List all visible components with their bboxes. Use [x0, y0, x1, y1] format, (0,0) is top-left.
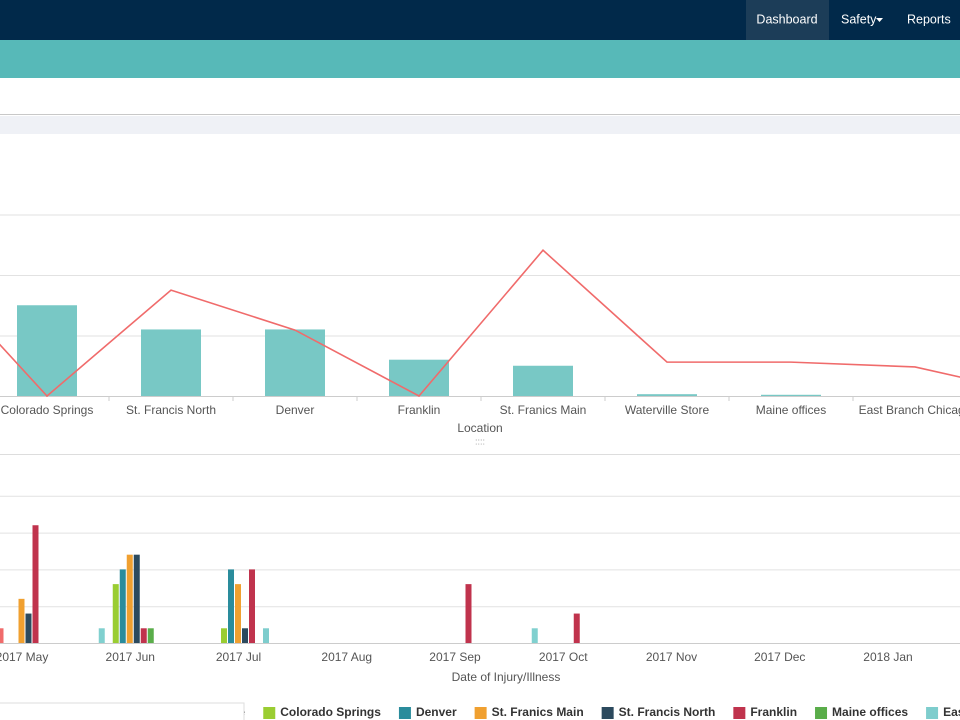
caret	[876, 18, 883, 22]
x-tick-label: 2017 Sep	[429, 650, 481, 664]
legend-label: St. Franics Main	[492, 705, 584, 719]
x-tick-label: East Branch Chicago	[859, 403, 960, 417]
toolbar	[0, 78, 960, 114]
x-tick-label: 2017 Oct	[539, 650, 588, 664]
x-tick-label: Waterville Store	[625, 403, 710, 417]
x-tick-label: 2017 Aug	[321, 650, 372, 664]
legend-label: Maine offices	[832, 705, 908, 719]
bar	[228, 569, 234, 643]
legend-swatch	[601, 707, 614, 719]
bar	[389, 359, 449, 396]
bar	[637, 394, 697, 396]
bar	[25, 613, 32, 643]
bar	[18, 598, 25, 643]
bar	[119, 569, 126, 643]
bar	[761, 394, 821, 396]
legend-swatch	[398, 707, 411, 719]
x-tick-label: 2017 Dec	[754, 650, 805, 664]
x-tick-label: St. Francis North	[126, 403, 216, 417]
x-tick-label: Colorado Springs	[1, 403, 94, 417]
bar	[112, 584, 119, 643]
nav-safety[interactable]: Safety	[841, 12, 877, 26]
bar	[263, 628, 269, 643]
legend-swatch	[263, 707, 276, 719]
x-tick-label: Franklin	[398, 403, 441, 417]
bar	[98, 628, 105, 643]
bar	[221, 628, 227, 643]
x-axis-title: Location	[457, 421, 502, 435]
x-tick-label: 2017 Nov	[646, 650, 697, 664]
legend-label: St. Francis North	[619, 705, 716, 719]
x-tick-label: St. Franics Main	[500, 403, 587, 417]
bar	[147, 628, 154, 643]
teal-bar	[0, 40, 960, 78]
bar	[0, 628, 4, 643]
legend-scroll-box	[0, 702, 245, 720]
x-tick-label: 2017 May	[0, 650, 48, 664]
legend-swatch	[926, 707, 939, 719]
header-strip	[0, 116, 960, 134]
line	[0, 249, 960, 398]
x-tick-label: Maine offices	[756, 403, 826, 417]
legend-label: Franklin	[750, 705, 797, 719]
legend-label: Denver	[416, 705, 457, 719]
date-chart: 2017 May 2017 Jun 2017 Jul 2017 Aug 2017 Sep…	[0, 495, 960, 664]
legend-swatch	[815, 707, 828, 719]
bar	[126, 554, 133, 643]
legend-label: Colorado Springs	[280, 705, 381, 719]
bar	[249, 569, 255, 643]
bar	[465, 584, 472, 643]
bar	[265, 329, 325, 396]
bar	[32, 525, 39, 643]
bar	[133, 554, 140, 643]
x-tick-label: 2017 Jul	[216, 650, 261, 664]
bar	[141, 329, 201, 396]
bar	[242, 628, 248, 643]
bar	[140, 628, 147, 643]
legend-label: East Branch Chicago	[943, 705, 960, 719]
bar	[17, 305, 77, 396]
legend-swatch	[733, 707, 746, 719]
bar	[531, 628, 538, 643]
active-tab	[746, 0, 829, 40]
x-tick-label: 2017 Jun	[106, 650, 155, 664]
nav-dashboard[interactable]: Dashboard	[756, 12, 817, 26]
legend: Waterville StoreColorado SpringsDenverSt…	[0, 702, 960, 720]
x-axis-title: Date of Injury/Illness	[452, 670, 561, 684]
nav-reports[interactable]: Reports	[907, 12, 951, 26]
location-chart: Colorado Springs St. Francis North Denver F…	[0, 214, 960, 417]
bar	[573, 613, 580, 643]
bar	[235, 584, 241, 643]
drag-handle[interactable]: ::::	[475, 436, 485, 446]
x-tick-label: Denver	[276, 403, 315, 417]
x-tick-label: 2018 Jan	[863, 650, 912, 664]
bar	[513, 365, 573, 396]
legend-swatch	[474, 707, 487, 719]
